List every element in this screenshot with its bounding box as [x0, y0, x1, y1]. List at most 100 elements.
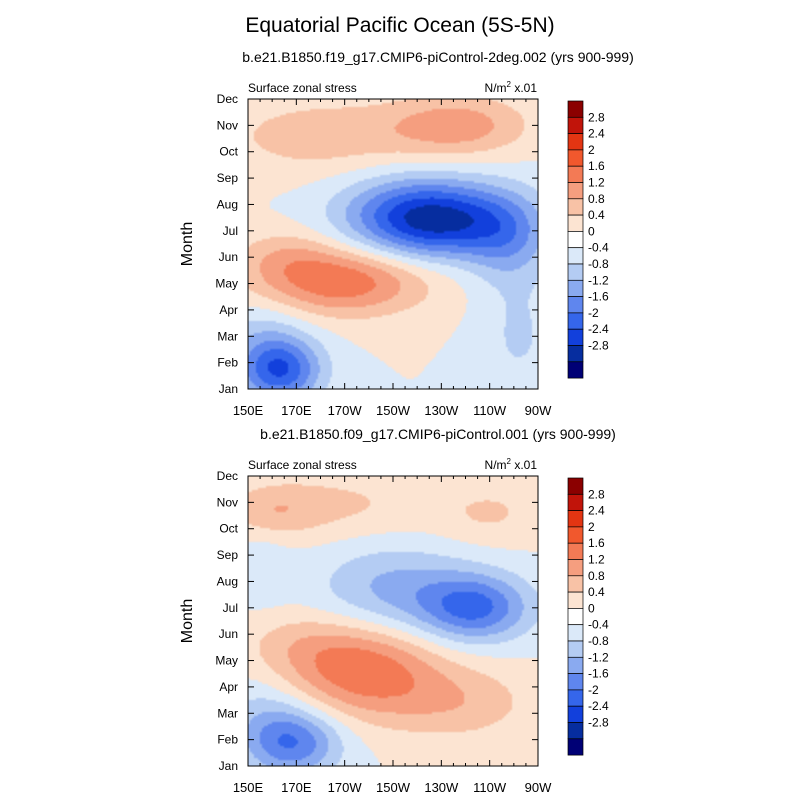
colorbar-box — [567, 149, 584, 167]
colorbar-box — [567, 493, 584, 511]
colorbar-label: -1.2 — [588, 650, 609, 664]
colorbar-box — [567, 100, 584, 118]
colorbar-label: -0.4 — [588, 618, 609, 632]
colorbar-label: 2.8 — [588, 487, 605, 501]
y-tick-label: Jun — [219, 627, 238, 641]
colorbar-box — [567, 559, 584, 577]
colorbar-box — [567, 214, 584, 232]
colorbar-box — [567, 182, 584, 200]
colorbar-label: 0.4 — [588, 208, 605, 222]
colorbar-label: 2.4 — [588, 127, 605, 141]
colorbar-box — [567, 361, 584, 379]
y-tick-label: Sep — [217, 171, 239, 185]
y-tick-label: Apr — [219, 303, 238, 317]
colorbar-box — [567, 640, 584, 658]
colorbar-label: 1.2 — [588, 553, 605, 567]
colorbar-label: 0 — [588, 601, 595, 615]
colorbar-label: -2 — [588, 306, 599, 320]
x-tick-label: 170E — [281, 780, 312, 795]
colorbar-box — [567, 673, 584, 691]
x-tick-label: 130W — [424, 780, 459, 795]
x-tick-label: 90W — [525, 780, 552, 795]
colorbar-box — [567, 116, 584, 134]
x-tick-label: 110W — [473, 403, 507, 418]
y-tick-label: May — [215, 277, 238, 291]
y-tick-label: Mar — [217, 706, 238, 720]
page-title: Equatorial Pacific Ocean (5S-5N) — [245, 14, 555, 37]
units-label: N/m2 x.01 — [485, 457, 538, 472]
x-tick-label: 150W — [376, 403, 411, 418]
colorbar-label: -1.2 — [588, 273, 609, 287]
colorbar-box — [567, 591, 584, 609]
y-tick-label: Dec — [217, 469, 238, 483]
colorbar-label: 1.6 — [588, 536, 605, 550]
colorbar-box — [567, 738, 584, 756]
y-axis-label: Month — [179, 599, 196, 643]
y-tick-label: Aug — [217, 574, 238, 588]
left-label: Surface zonal stress — [248, 458, 357, 472]
contour-field — [248, 476, 538, 766]
y-tick-label: Oct — [219, 145, 238, 159]
y-tick-label: Jul — [223, 601, 238, 615]
colorbar-box — [567, 656, 584, 674]
y-tick-label: Jul — [223, 224, 238, 238]
colorbar-box — [567, 705, 584, 723]
y-tick-label: May — [215, 654, 238, 668]
colorbar-label: -2.8 — [588, 716, 609, 730]
y-tick-label: Feb — [217, 356, 238, 370]
y-tick-label: Apr — [219, 680, 238, 694]
x-tick-label: 170W — [328, 403, 363, 418]
colorbar-box — [567, 526, 584, 544]
colorbar-box — [567, 575, 584, 593]
panel-2: b.e21.B1850.f09_g17.CMIP6-piControl.001 … — [179, 426, 616, 795]
colorbar-label: 0 — [588, 224, 595, 238]
y-tick-label: Oct — [219, 522, 238, 536]
colorbar-label: 2 — [588, 520, 595, 534]
panel-title: b.e21.B1850.f09_g17.CMIP6-piControl.001 … — [260, 426, 616, 442]
colorbar-label: -2.4 — [588, 699, 609, 713]
colorbar-label: 2 — [588, 143, 595, 157]
colorbar-box — [567, 608, 584, 626]
colorbar-label: 0.8 — [588, 569, 605, 583]
colorbar-box — [567, 477, 584, 495]
contour-field — [248, 99, 538, 389]
colorbar-label: 1.2 — [588, 176, 605, 190]
colorbar-box — [567, 133, 584, 151]
x-tick-label: 130W — [424, 403, 459, 418]
colorbar-box — [567, 510, 584, 528]
colorbar-box — [567, 624, 584, 642]
y-tick-label: Nov — [217, 495, 238, 509]
colorbar-box — [567, 263, 584, 281]
y-tick-label: Jan — [219, 382, 238, 396]
colorbar-box — [567, 247, 584, 265]
colorbar-box — [567, 689, 584, 707]
x-tick-label: 90W — [525, 403, 552, 418]
colorbar-box — [567, 231, 584, 249]
y-tick-label: Sep — [217, 548, 239, 562]
colorbar-label: -0.8 — [588, 634, 609, 648]
colorbar-box — [567, 165, 584, 183]
colorbar-label: -2 — [588, 683, 599, 697]
colorbar-label: -1.6 — [588, 290, 609, 304]
y-tick-label: Jun — [219, 250, 238, 264]
colorbar-box — [567, 328, 584, 346]
x-tick-label: 170W — [328, 780, 363, 795]
x-tick-label: 110W — [473, 780, 507, 795]
colorbar-box — [567, 542, 584, 560]
colorbar-box — [567, 722, 584, 740]
colorbar-box — [567, 345, 584, 363]
y-tick-label: Aug — [217, 197, 238, 211]
y-tick-label: Jan — [219, 759, 238, 773]
colorbar-label: 1.6 — [588, 159, 605, 173]
x-tick-label: 150E — [233, 780, 264, 795]
colorbar-label: 2.8 — [588, 110, 605, 124]
colorbar-label: 0.4 — [588, 585, 605, 599]
colorbar-label: 0.8 — [588, 192, 605, 206]
colorbar-box — [567, 198, 584, 216]
x-tick-label: 150W — [376, 780, 411, 795]
units-label: N/m2 x.01 — [485, 80, 538, 95]
colorbar-box — [567, 279, 584, 297]
x-tick-label: 170E — [281, 403, 312, 418]
colorbar-label: 2.4 — [588, 504, 605, 518]
